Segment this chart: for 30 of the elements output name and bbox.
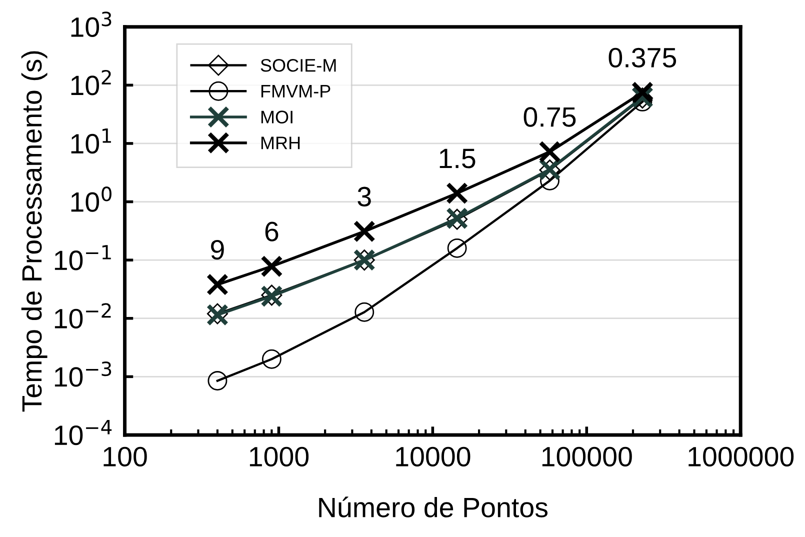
annotation: 0.375 (608, 48, 676, 68)
x-axis-title: Número de Pontos (319, 496, 548, 518)
y-tick-label: 10$^{−1}$ (54, 245, 111, 270)
legend-label: MOI (261, 110, 292, 124)
legend-label: FMVM-P (261, 85, 330, 98)
point (538, 140, 561, 163)
y-tick-label: 10$^{3}$ (71, 12, 112, 37)
y-tick-label: 10$^{−3}$ (54, 361, 112, 387)
annotation: 1.5 (440, 148, 476, 168)
point (631, 81, 654, 104)
annotation: 0.75 (524, 107, 576, 127)
x-tick-label: 100 (104, 446, 147, 466)
x-tick-label: 1000 (250, 446, 309, 466)
y-axis-title: Tempo de Processamento (s) (21, 51, 48, 412)
y-tick-label: 10$^{1}$ (71, 128, 111, 154)
x-tick-label: 100000 (542, 446, 632, 466)
x-tick-label: 10000 (396, 446, 470, 466)
annotation: 6 (265, 222, 278, 242)
annotation: 3 (358, 186, 371, 206)
y-tick-label: 10$^{0}$ (71, 186, 112, 212)
point (446, 182, 468, 204)
y-tick-label: 10$^{−2}$ (54, 303, 111, 328)
y-tick-label: 10$^{−4}$ (54, 420, 112, 446)
legend-label: MRH (261, 136, 300, 150)
legend-label: SOCIE-M (260, 58, 336, 72)
x-tick-label: 1000000 (688, 446, 794, 466)
point (353, 220, 376, 243)
annotation: 9 (211, 240, 224, 260)
point (260, 255, 283, 278)
y-tick-label: 10$^{2}$ (71, 70, 111, 96)
